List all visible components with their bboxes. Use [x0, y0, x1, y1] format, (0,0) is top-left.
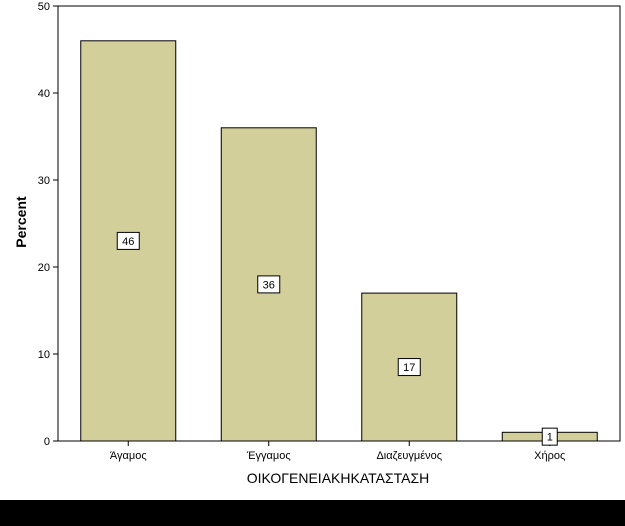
data-label-box — [116, 231, 140, 250]
bar-chart: 0 10 20 30 40 50 Άγαμος 46 Έγγαμος 36 Διαζευγμένος… — [13, 1, 621, 486]
y-tick-label: 30 — [38, 175, 50, 187]
x-tick-label: Χήρος — [534, 450, 565, 462]
data-label: 17 — [403, 362, 415, 374]
data-label: 36 — [263, 279, 275, 291]
chart-canvas: 0 10 20 30 40 50 Άγαμος 46 Έγγαμος 36 Διαζευγμένος… — [13, 1, 621, 486]
x-tick-label: Διαζευγμένος — [376, 450, 442, 462]
x-tick-label: Άγαμος — [110, 450, 147, 462]
x-tick-label: Έγγαμος — [246, 450, 291, 462]
x-axis-label: ΟΙΚΟΓΕΝΕΙΑΚΗΚΑΤΑΣΤΑΣΗ — [247, 470, 430, 486]
plot-area: 0 10 20 30 40 50 Άγαμος 46 Έγγαμος 36 Διαζευγμένος… — [38, 1, 621, 462]
y-tick-label: 50 — [38, 1, 50, 13]
bottom-band — [0, 500, 625, 526]
y-tick-label: 0 — [44, 436, 50, 448]
data-label-box — [257, 275, 281, 294]
data-label: 1 — [547, 432, 553, 444]
y-tick-label: 20 — [38, 262, 50, 274]
y-tick-label: 10 — [38, 349, 50, 361]
data-label-box — [397, 358, 421, 377]
data-label: 46 — [122, 236, 134, 248]
y-axis-label: Percent — [13, 196, 29, 248]
data-label-box — [541, 427, 558, 446]
y-tick-label: 40 — [38, 88, 50, 100]
